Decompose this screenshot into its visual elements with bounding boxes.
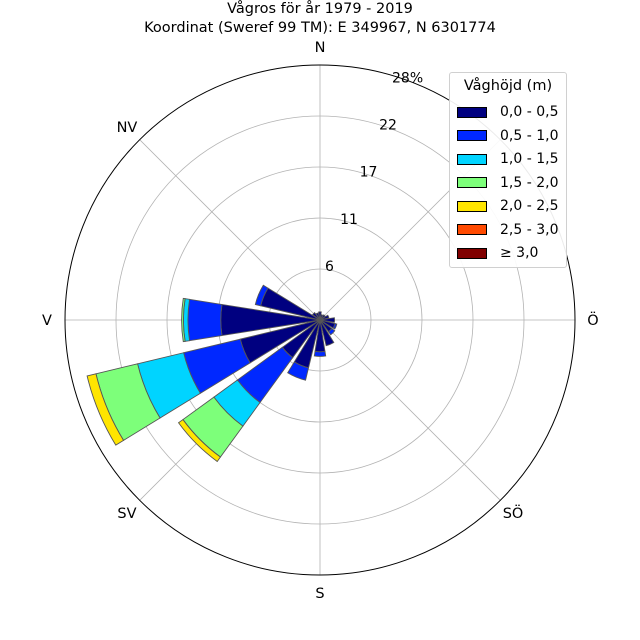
- grid-spoke: [139, 139, 321, 321]
- chart-subtitle: Koordinat (Sweref 99 TM): E 349967, N 63…: [144, 20, 496, 36]
- rose-segment: [181, 297, 186, 343]
- radial-tick-label: 11: [340, 212, 358, 228]
- legend-label: 2,5 - 3,0: [500, 221, 559, 238]
- legend-label: ≥ 3,0: [500, 245, 539, 261]
- direction-label: Ö: [587, 311, 598, 329]
- legend-swatch: [457, 247, 487, 259]
- direction-label: V: [42, 313, 52, 329]
- legend-swatch: [457, 200, 487, 212]
- legend-label: 0,0 - 0,5: [500, 104, 559, 120]
- rose-segment: [177, 418, 222, 463]
- rose-segment: [312, 312, 321, 321]
- direction-label: N: [315, 40, 326, 56]
- legend-entry: 1,0 - 1,5: [457, 150, 558, 168]
- grid-circle: [166, 166, 474, 474]
- direction-label: S: [315, 586, 324, 602]
- legend-label: 0,5 - 1,0: [500, 127, 559, 144]
- rose-segment: [332, 323, 338, 330]
- legend-title: Våghöjd (m): [463, 78, 553, 94]
- direction-label: SV: [117, 506, 136, 522]
- rose-segment: [318, 311, 322, 321]
- legend-entry: 2,0 - 2,5: [457, 197, 558, 215]
- legend-entry: 1,5 - 2,0: [457, 174, 558, 192]
- rose-segment: [187, 298, 223, 342]
- rose-segment: [287, 361, 310, 381]
- chart-title: Vågros för år 1979 - 2019: [227, 1, 413, 17]
- rose-segment: [315, 312, 321, 321]
- legend-swatch: [457, 224, 487, 235]
- legend-entry: 2,5 - 3,0: [457, 221, 558, 239]
- rose-segment: [319, 319, 335, 347]
- legend-entry: 0,5 - 1,0: [457, 127, 558, 145]
- rose-segment: [86, 373, 125, 446]
- legend-swatch: [457, 177, 487, 188]
- direction-label: NV: [117, 120, 138, 136]
- legend-swatch: [457, 130, 487, 141]
- legend-swatch: [457, 106, 487, 118]
- radial-tick-label: 28%: [392, 70, 423, 86]
- rose-segment: [327, 327, 336, 336]
- legend-swatch: [457, 153, 487, 165]
- legend-label: 1,0 - 1,5: [500, 151, 559, 167]
- legend-entry: ≥ 3,0: [457, 244, 538, 262]
- legend-label: 2,0 - 2,5: [500, 198, 559, 214]
- radial-tick-label: 22: [379, 118, 397, 134]
- rose-segment: [254, 284, 269, 307]
- legend: Våghöjd (m) 0,0 - 0,5 0,5 - 1,0 1,0 - 1,5 1…: [449, 72, 567, 268]
- legend-label: 1,5 - 2,0: [500, 174, 559, 191]
- direction-label: SÖ: [503, 504, 524, 522]
- rose-segment: [319, 314, 330, 321]
- rose-segment: [319, 317, 336, 323]
- radial-tick-label: 6: [325, 259, 334, 275]
- grid-spoke: [319, 319, 501, 501]
- radial-tick-label: 17: [360, 165, 378, 181]
- grid-circle: [115, 115, 525, 525]
- rose-segment: [313, 350, 327, 357]
- legend-entry: 0,0 - 0,5: [457, 103, 558, 121]
- outer-circle: [64, 64, 576, 576]
